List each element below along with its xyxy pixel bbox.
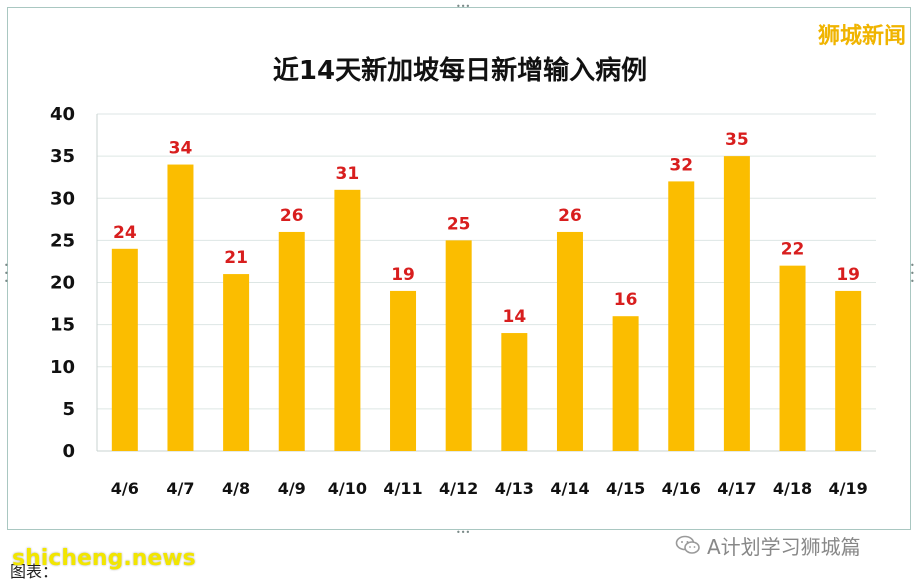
- x-tick-label: 4/6: [111, 479, 139, 498]
- data-label: 22: [781, 240, 805, 260]
- resize-handle-bottom[interactable]: •••: [456, 528, 471, 537]
- x-tick-label: 4/15: [606, 479, 645, 498]
- y-tick-label: 40: [50, 104, 75, 125]
- data-label: 14: [502, 307, 526, 327]
- bar: [556, 231, 583, 451]
- x-tick-label: 4/11: [383, 479, 422, 498]
- bar: [668, 181, 695, 451]
- data-label: 19: [391, 265, 415, 285]
- data-label: 35: [725, 130, 749, 150]
- x-tick-label: 4/18: [773, 479, 812, 498]
- bar: [334, 189, 361, 451]
- data-label: 16: [614, 290, 638, 310]
- x-tick-label: 4/19: [829, 479, 868, 498]
- resize-handle-right[interactable]: • • •: [910, 261, 915, 286]
- x-tick-label: 4/17: [717, 479, 756, 498]
- bar: [501, 333, 528, 451]
- x-tick-label: 4/13: [495, 479, 534, 498]
- wechat-account-name: A计划学习狮城篇: [707, 534, 861, 559]
- wechat-icon: [675, 535, 700, 554]
- y-tick-label: 30: [50, 188, 75, 209]
- x-tick-label: 4/14: [550, 479, 589, 498]
- y-tick-label: 0: [62, 441, 75, 462]
- y-tick-label: 10: [50, 357, 75, 378]
- data-label: 26: [558, 206, 582, 226]
- source-note: 图表：: [10, 562, 59, 581]
- x-tick-label: 4/8: [222, 479, 250, 498]
- bar: [111, 248, 138, 451]
- y-tick-label: 15: [50, 315, 75, 336]
- data-label: 34: [169, 139, 193, 159]
- data-label: 19: [836, 265, 860, 285]
- y-tick-label: 35: [50, 146, 75, 167]
- bar: [223, 274, 250, 451]
- resize-handle-top[interactable]: •••: [456, 2, 471, 11]
- x-tick-label: 4/9: [278, 479, 306, 498]
- x-tick-label: 4/16: [662, 479, 701, 498]
- site-watermark: shicheng.news: [12, 546, 196, 571]
- data-label: 25: [447, 214, 471, 234]
- watermark-logo-text: 狮城新闻: [817, 24, 906, 49]
- data-label: 21: [224, 248, 248, 268]
- x-tick-label: 4/7: [166, 479, 194, 498]
- bar: [278, 231, 305, 451]
- data-label: 26: [280, 206, 304, 226]
- bar: [445, 240, 472, 451]
- data-label: 24: [113, 223, 137, 243]
- bar: [723, 156, 750, 451]
- bar: [612, 316, 639, 451]
- bar: [390, 290, 417, 451]
- bar: [167, 164, 194, 452]
- chart-title: 近14天新加坡每日新增输入病例: [272, 56, 648, 86]
- bar: [835, 290, 862, 451]
- data-label: 32: [669, 155, 693, 175]
- bar-chart: 0 5 10 15 20 25 30 35 40 24 4/6 34 4/7 21 4/8 26 4/9 31 4/…: [50, 104, 876, 498]
- y-tick-label: 5: [62, 399, 75, 420]
- x-tick-label: 4/12: [439, 479, 478, 498]
- bar: [779, 265, 806, 451]
- resize-handle-left[interactable]: • • •: [4, 261, 9, 286]
- data-label: 31: [336, 164, 360, 184]
- wechat-account: A计划学习狮城篇: [675, 533, 861, 559]
- y-tick-label: 25: [50, 230, 75, 251]
- x-tick-label: 4/10: [328, 479, 367, 498]
- y-tick-label: 20: [50, 273, 75, 294]
